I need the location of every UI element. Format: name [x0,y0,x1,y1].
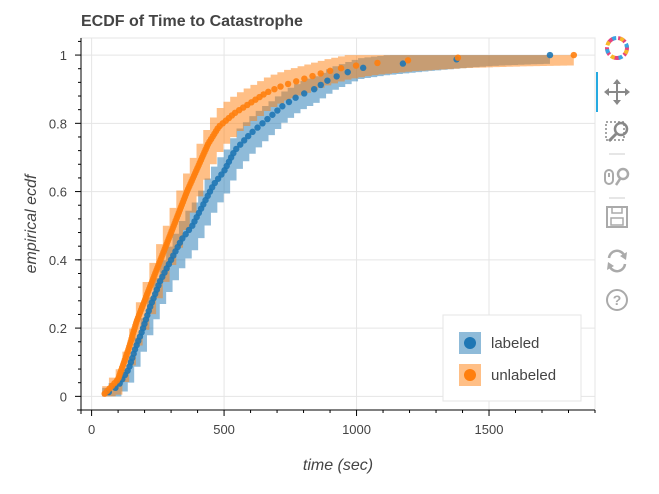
point-labeled [233,145,240,153]
point-labeled [285,98,293,106]
point-unlabeled [260,91,267,98]
legend-swatch-dot-labeled [464,337,476,349]
legend-item-labeled[interactable]: labeled [459,332,539,354]
point-unlabeled [284,80,292,88]
x-axis-label: time (sec) [303,457,373,474]
point-unlabeled [404,57,412,64]
help-icon[interactable]: ? [606,289,628,311]
point-unlabeled [293,78,300,85]
legend-swatch-dot-unlabeled [464,369,476,381]
y-tick-label: 0.6 [49,185,67,200]
point-labeled [274,107,281,114]
x-tick-label: 1000 [342,422,371,437]
toolbar: ? [596,36,630,311]
save-icon[interactable] [606,206,628,228]
point-labeled [344,68,351,76]
x-axis-ticks: 0 500 1000 1500 [88,410,596,437]
y-tick-label: 1 [60,48,67,63]
wheel-zoom-icon[interactable] [604,167,630,186]
legend-label-unlabeled: unlabeled [491,367,556,384]
point-labeled [310,85,318,93]
point-unlabeled [326,67,334,75]
point-unlabeled [277,83,284,90]
data-points [101,51,578,397]
point-labeled [333,73,340,80]
legend-label-labeled: labeled [491,335,539,352]
chart-title: ECDF of Time to Catastrophe [81,13,303,30]
point-labeled [279,103,286,110]
point-labeled [254,124,261,131]
y-tick-label: 0 [60,389,67,404]
point-labeled [399,60,407,67]
legend: labeled unlabeled [442,314,582,402]
point-labeled [269,111,276,118]
logo-icon[interactable] [605,36,629,60]
point-labeled [292,94,299,101]
point-labeled [317,81,324,89]
point-unlabeled [570,51,578,59]
reset-icon[interactable] [607,249,627,273]
y-axis-label: empirical ecdf [23,173,40,273]
point-labeled [237,141,244,148]
pan-icon[interactable] [604,79,630,105]
x-tick-label: 1500 [475,422,504,437]
point-unlabeled [337,64,345,72]
point-unlabeled [454,54,462,61]
legend-item-unlabeled[interactable]: unlabeled [459,364,556,386]
point-labeled [301,90,308,97]
axes: 0 500 1000 1500 0 0.2 0.4 0.6 0.8 1 [49,38,596,437]
point-labeled [249,128,256,136]
point-unlabeled [265,88,272,96]
band-unlabeled [102,55,574,397]
point-unlabeled [271,85,278,93]
y-tick-label: 0.8 [49,116,67,131]
point-unlabeled [301,75,308,82]
point-labeled [324,77,331,84]
point-unlabeled [309,72,316,80]
point-unlabeled [374,59,381,67]
point-labeled [264,115,271,123]
point-labeled [244,132,252,140]
x-tick-label: 0 [88,422,95,437]
y-tick-label: 0.4 [49,253,67,268]
point-unlabeled [352,62,360,69]
box-zoom-icon[interactable] [605,121,629,143]
y-tick-label: 0.2 [49,321,67,336]
point-labeled [259,120,266,127]
point-labeled [546,51,554,59]
point-labeled [359,64,367,72]
point-unlabeled [317,70,324,77]
x-tick-label: 500 [213,422,235,437]
svg-text:?: ? [613,292,622,308]
point-labeled [241,137,248,144]
y-axis-ticks: 0 0.2 0.4 0.6 0.8 1 [49,40,81,404]
plot-area[interactable] [80,37,596,411]
